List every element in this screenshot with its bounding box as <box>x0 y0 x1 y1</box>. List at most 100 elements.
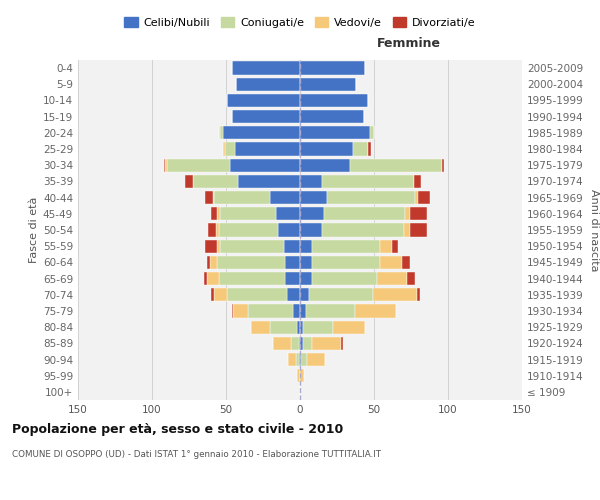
Bar <box>300 142 353 156</box>
Bar <box>300 62 365 74</box>
Bar <box>208 224 215 236</box>
Bar <box>404 224 410 236</box>
Bar <box>322 224 404 236</box>
Bar <box>353 142 368 156</box>
Bar <box>296 353 299 366</box>
Bar <box>210 256 217 269</box>
Bar <box>332 320 365 334</box>
Bar <box>377 272 407 285</box>
Bar <box>300 94 368 107</box>
Bar <box>300 240 312 253</box>
Bar <box>300 126 370 140</box>
Bar <box>402 256 410 269</box>
Bar <box>271 320 297 334</box>
Bar <box>350 158 442 172</box>
Bar <box>417 288 420 302</box>
Bar <box>303 320 332 334</box>
Bar <box>217 207 220 220</box>
Bar <box>309 288 373 302</box>
Bar <box>392 240 398 253</box>
Bar <box>207 256 210 269</box>
Bar <box>220 240 284 253</box>
Bar <box>277 207 300 220</box>
Bar <box>300 369 304 382</box>
Bar <box>300 158 350 172</box>
Bar <box>185 175 193 188</box>
Bar <box>300 207 323 220</box>
Bar <box>300 320 303 334</box>
Bar <box>291 336 299 350</box>
Bar <box>227 288 287 302</box>
Bar <box>223 142 224 156</box>
Bar <box>232 62 300 74</box>
Bar <box>285 272 300 285</box>
Bar <box>217 256 285 269</box>
Bar <box>341 336 343 350</box>
Bar <box>326 191 415 204</box>
Bar <box>306 304 355 318</box>
Bar <box>299 336 300 350</box>
Bar <box>223 126 300 140</box>
Bar <box>410 207 427 220</box>
Bar <box>220 126 223 140</box>
Bar <box>193 175 238 188</box>
Bar <box>227 94 300 107</box>
Bar <box>300 256 312 269</box>
Bar <box>418 191 430 204</box>
Bar <box>211 207 217 220</box>
Bar <box>301 353 307 366</box>
Bar <box>380 256 402 269</box>
Bar <box>164 158 166 172</box>
Bar <box>405 207 410 220</box>
Bar <box>299 353 300 366</box>
Bar <box>236 78 300 91</box>
Bar <box>233 304 248 318</box>
Bar <box>300 288 309 302</box>
Bar <box>204 272 207 285</box>
Bar <box>442 158 443 172</box>
Bar <box>373 288 417 302</box>
Bar <box>215 224 218 236</box>
Bar <box>211 288 214 302</box>
Bar <box>230 158 300 172</box>
Bar <box>167 158 230 172</box>
Bar <box>297 320 300 334</box>
Bar <box>410 224 427 236</box>
Bar <box>207 272 218 285</box>
Bar <box>205 191 212 204</box>
Bar <box>312 256 380 269</box>
Bar <box>300 110 364 124</box>
Bar <box>212 191 214 204</box>
Bar <box>274 336 291 350</box>
Bar <box>293 304 300 318</box>
Bar <box>217 240 220 253</box>
Bar <box>300 304 306 318</box>
Bar <box>235 142 300 156</box>
Bar <box>300 175 322 188</box>
Bar <box>271 191 300 204</box>
Bar <box>220 207 277 220</box>
Bar <box>414 175 421 188</box>
Bar <box>238 175 300 188</box>
Bar <box>251 320 271 334</box>
Bar <box>278 224 300 236</box>
Bar <box>285 256 300 269</box>
Bar <box>312 240 380 253</box>
Y-axis label: Fasce di età: Fasce di età <box>29 197 39 263</box>
Bar <box>300 336 303 350</box>
Bar <box>224 142 235 156</box>
Bar <box>300 272 312 285</box>
Text: Popolazione per età, sesso e stato civile - 2010: Popolazione per età, sesso e stato civil… <box>12 422 343 436</box>
Text: Femmine: Femmine <box>377 37 441 50</box>
Bar <box>415 191 418 204</box>
Bar <box>300 224 322 236</box>
Bar <box>214 288 227 302</box>
Bar <box>205 240 217 253</box>
Bar <box>307 353 325 366</box>
Bar <box>322 175 414 188</box>
Bar <box>218 126 220 140</box>
Bar <box>300 191 326 204</box>
Text: COMUNE DI OSOPPO (UD) - Dati ISTAT 1° gennaio 2010 - Elaborazione TUTTITALIA.IT: COMUNE DI OSOPPO (UD) - Dati ISTAT 1° ge… <box>12 450 381 459</box>
Bar <box>355 304 396 318</box>
Bar <box>284 240 300 253</box>
